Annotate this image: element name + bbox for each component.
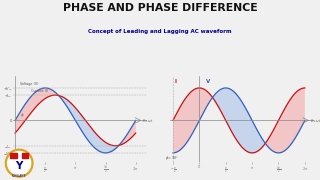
Text: $\theta=\omega t$: $\theta=\omega t$ (309, 117, 320, 124)
Text: PHASE AND PHASE DIFFERENCE: PHASE AND PHASE DIFFERENCE (63, 3, 257, 13)
Text: $\phi$: $\phi$ (20, 111, 24, 119)
Text: Current (I): Current (I) (31, 89, 49, 93)
Circle shape (5, 149, 33, 177)
Text: I: I (175, 79, 177, 84)
Circle shape (8, 152, 31, 175)
Bar (22, 153, 28, 158)
Text: Concept of Leading and Lagging AC waveform: Concept of Leading and Lagging AC wavefo… (88, 29, 232, 34)
Text: Voltage (V): Voltage (V) (20, 82, 39, 86)
Text: $\phi=90°$: $\phi=90°$ (165, 154, 179, 162)
Text: $\theta=\omega t$: $\theta=\omega t$ (142, 117, 153, 124)
Text: V: V (206, 79, 210, 84)
Text: SCHOLAR'S: SCHOLAR'S (12, 174, 26, 178)
Text: Y: Y (15, 161, 23, 171)
Bar (10, 153, 17, 158)
